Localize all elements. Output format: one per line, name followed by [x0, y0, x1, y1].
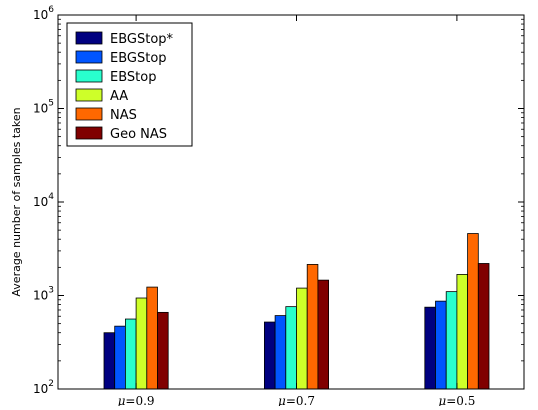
bar	[317, 279, 329, 390]
bar	[103, 332, 116, 390]
y-tick-label: 104	[33, 192, 54, 209]
legend-label: EBGStop	[110, 51, 167, 66]
bars-layer	[103, 233, 490, 390]
bar	[435, 300, 447, 390]
y-tick-label: 105	[33, 99, 54, 116]
legend-label: EBGStop*	[110, 32, 174, 47]
bar	[114, 325, 126, 390]
legend-item: EBStop	[75, 69, 156, 85]
bar	[146, 286, 158, 390]
legend-item: AA	[75, 88, 128, 104]
legend-swatch	[75, 88, 103, 102]
bar	[125, 318, 137, 390]
legend-label: EBStop	[110, 70, 156, 85]
bar	[157, 311, 169, 390]
bar	[296, 287, 308, 390]
legend-swatch	[75, 107, 103, 121]
legend-item: EBGStop*	[75, 31, 174, 47]
legend-swatch	[75, 50, 103, 64]
bar-group	[103, 286, 169, 390]
bar	[285, 306, 297, 390]
bar	[306, 264, 319, 390]
bar	[274, 315, 287, 390]
bar	[445, 291, 458, 390]
legend-items: EBGStop* EBGStop EBStop AA NAS Geo NAS	[75, 31, 174, 142]
y-tick-label: 102	[33, 379, 54, 396]
legend: EBGStop* EBGStop EBStop AA NAS Geo NAS	[66, 22, 193, 147]
y-tick-label: 103	[33, 286, 54, 303]
legend-swatch	[75, 126, 103, 140]
x-tick-label: μ=0.7	[278, 394, 315, 406]
legend-item: Geo NAS	[75, 126, 167, 142]
x-tick-label: μ=0.5	[438, 394, 475, 406]
legend-swatch	[75, 69, 103, 83]
bar	[135, 297, 148, 390]
legend-swatch	[75, 31, 103, 45]
bar	[477, 263, 490, 390]
x-tick-label: μ=0.9	[118, 394, 155, 406]
bar-group	[424, 233, 490, 390]
y-tick-label: 106	[33, 5, 54, 22]
bar	[467, 233, 479, 390]
bar-group	[263, 264, 329, 390]
legend-label: AA	[110, 89, 128, 104]
bar	[456, 274, 468, 390]
bar	[263, 321, 276, 390]
bar	[424, 306, 436, 390]
legend-item: NAS	[75, 107, 137, 123]
y-axis-label: Average number of samples taken	[10, 107, 23, 296]
legend-label: Geo NAS	[110, 127, 167, 142]
legend-label: NAS	[110, 108, 137, 123]
legend-item: EBGStop	[75, 50, 167, 66]
